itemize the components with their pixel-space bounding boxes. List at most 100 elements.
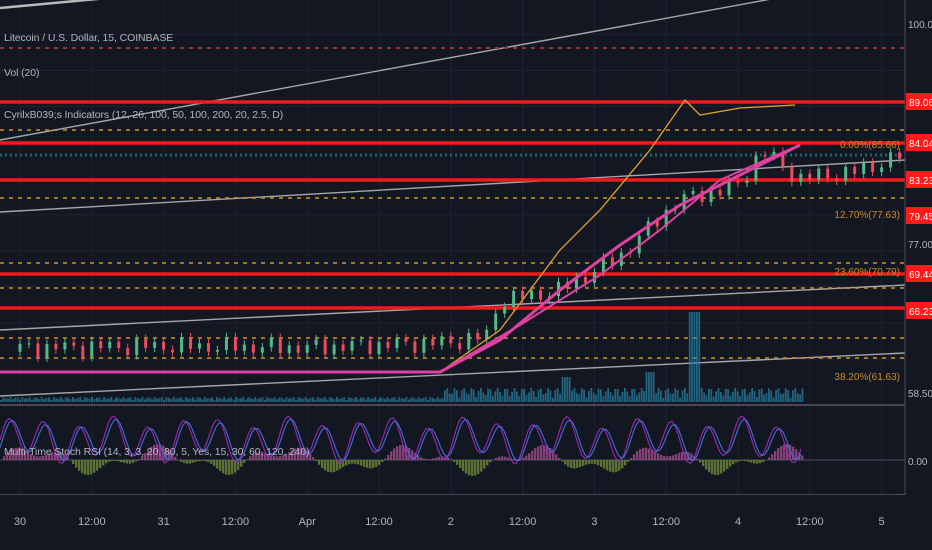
- volume-bar: [782, 393, 785, 402]
- volume-bar: [369, 398, 372, 402]
- osc-bar: [147, 449, 150, 460]
- volume-bar: [612, 395, 614, 402]
- price-label-badge: [906, 93, 932, 110]
- volume-bar: [336, 397, 338, 402]
- volume-bar: [547, 388, 549, 402]
- volume-bar: [580, 388, 583, 402]
- volume-bar: [290, 398, 293, 402]
- osc-tick-label: 0.00: [908, 457, 928, 468]
- volume-bar: [588, 390, 590, 402]
- osc-bar: [477, 460, 480, 474]
- osc-bar: [792, 446, 795, 460]
- volume-bar: [86, 397, 89, 402]
- volume-bar: [729, 395, 732, 402]
- osc-bar: [84, 460, 87, 475]
- osc-bar: [495, 457, 498, 460]
- osc-bar: [171, 453, 174, 460]
- osc-bar: [87, 460, 90, 476]
- price-tick-label: 100.00: [908, 20, 932, 31]
- osc-bar: [300, 447, 303, 460]
- volume-bar: [187, 398, 189, 402]
- candle: [341, 344, 345, 351]
- osc-bar: [33, 455, 36, 460]
- osc-bar: [453, 460, 456, 462]
- osc-bar: [45, 454, 48, 460]
- osc-bar: [756, 460, 759, 464]
- volume-bar: [247, 397, 249, 402]
- osc-bar: [666, 456, 669, 460]
- volume-bar: [196, 397, 199, 402]
- volume-bar: [768, 388, 770, 402]
- volume-bar: [712, 396, 715, 402]
- volume-bar: [480, 388, 482, 402]
- volume-bar: [316, 397, 319, 402]
- volume-bar: [88, 398, 91, 402]
- volume-bar: [391, 397, 393, 402]
- candle: [673, 209, 677, 211]
- candle: [395, 338, 399, 348]
- volume-bar: [564, 377, 566, 402]
- candle: [296, 345, 300, 353]
- volume-bar: [362, 397, 365, 402]
- candle: [583, 277, 587, 283]
- osc-bar: [363, 460, 366, 467]
- volume-bar: [472, 389, 475, 402]
- osc-bar: [75, 460, 78, 468]
- osc-bar: [801, 455, 804, 460]
- volume-bar: [4, 397, 7, 402]
- osc-bar: [108, 460, 111, 462]
- volume-bar: [300, 397, 302, 402]
- osc-bar: [294, 448, 297, 460]
- volume-bar: [144, 399, 146, 402]
- volume-bar: [631, 389, 633, 402]
- volume-bar: [321, 398, 324, 402]
- volume-bar: [141, 397, 144, 402]
- volume-bar: [165, 397, 168, 402]
- candle: [790, 166, 794, 182]
- osc-bar: [93, 460, 96, 473]
- candle: [27, 343, 31, 345]
- volume-bar: [523, 388, 525, 402]
- candle: [494, 313, 498, 330]
- volume-bar: [777, 388, 780, 402]
- volume-bar: [602, 396, 605, 402]
- volume-bar: [748, 392, 751, 402]
- osc-bar: [618, 460, 621, 471]
- volume-bar: [403, 398, 405, 402]
- osc-bar: [489, 460, 492, 463]
- volume-bar: [28, 397, 31, 402]
- volume-bar: [160, 397, 163, 402]
- volume-bar: [657, 388, 660, 402]
- candle: [251, 344, 255, 353]
- osc-bar: [9, 450, 12, 460]
- osc-bar: [57, 451, 60, 460]
- channel-line: [0, 0, 770, 141]
- osc-bar: [528, 453, 531, 460]
- osc-bar: [420, 457, 423, 460]
- osc-bar: [306, 450, 309, 460]
- volume-bar: [110, 397, 113, 402]
- candle: [781, 151, 785, 167]
- osc-bar: [324, 460, 327, 471]
- volume-bar: [216, 397, 218, 402]
- volume-bar: [386, 397, 389, 402]
- volume-bar: [393, 397, 396, 402]
- volume-bar: [372, 398, 374, 402]
- price-label: 84.04: [909, 139, 932, 150]
- osc-bar: [663, 456, 666, 460]
- volume-bar: [607, 388, 609, 402]
- channel-line: [0, 352, 906, 397]
- volume-bar: [475, 396, 477, 402]
- volume-bar: [573, 388, 576, 402]
- osc-bar: [72, 460, 75, 465]
- time-axis: [0, 495, 932, 550]
- volume-bar: [333, 399, 336, 402]
- volume-bar: [108, 398, 110, 402]
- volume-bar: [396, 399, 398, 402]
- volume-bar: [156, 398, 158, 402]
- volume-bar: [698, 312, 701, 402]
- price-label-badge: [906, 171, 932, 188]
- osc-bar: [768, 457, 771, 460]
- osc-bar: [201, 460, 204, 461]
